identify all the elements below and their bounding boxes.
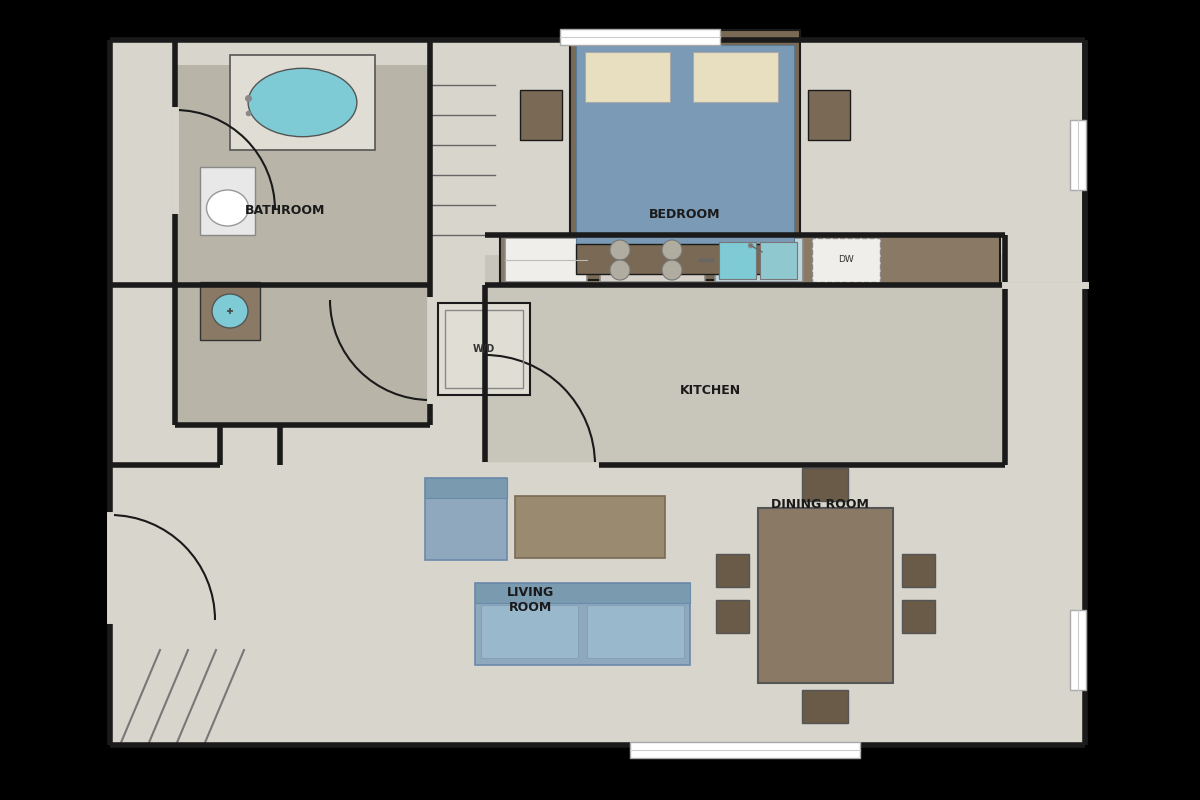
Bar bbox=[630, 742, 860, 758]
Circle shape bbox=[610, 260, 630, 280]
Text: DINING ROOM: DINING ROOM bbox=[772, 498, 869, 511]
Bar bbox=[901, 600, 935, 633]
Bar bbox=[812, 238, 880, 282]
Bar bbox=[475, 583, 690, 665]
Bar bbox=[475, 583, 690, 603]
Bar bbox=[481, 605, 578, 658]
Text: LIVING
ROOM: LIVING ROOM bbox=[506, 586, 553, 614]
Bar bbox=[485, 255, 1006, 465]
Bar bbox=[500, 235, 1000, 285]
Bar bbox=[425, 478, 508, 560]
Bar bbox=[808, 90, 850, 140]
Text: BEDROOM: BEDROOM bbox=[649, 209, 721, 222]
Ellipse shape bbox=[206, 190, 248, 226]
Bar bbox=[586, 52, 670, 102]
Circle shape bbox=[610, 240, 630, 260]
Bar bbox=[425, 478, 508, 498]
Bar bbox=[715, 554, 749, 587]
Bar bbox=[445, 310, 523, 388]
Bar bbox=[505, 238, 587, 282]
Bar bbox=[1070, 610, 1086, 690]
Bar bbox=[694, 52, 778, 102]
Bar bbox=[200, 282, 260, 340]
Bar bbox=[901, 554, 935, 587]
Bar bbox=[570, 30, 800, 280]
Bar bbox=[560, 29, 720, 45]
Text: KITCHEN: KITCHEN bbox=[679, 383, 740, 397]
Bar bbox=[600, 238, 706, 282]
Bar bbox=[802, 467, 848, 501]
Text: W/D: W/D bbox=[473, 344, 496, 354]
Bar bbox=[757, 507, 893, 682]
Bar bbox=[200, 167, 256, 235]
Bar bbox=[520, 90, 562, 140]
Text: BATHROOM: BATHROOM bbox=[245, 203, 325, 217]
Circle shape bbox=[662, 240, 682, 260]
Ellipse shape bbox=[212, 294, 248, 328]
Bar bbox=[719, 242, 756, 279]
Bar bbox=[576, 45, 794, 245]
Bar bbox=[715, 238, 803, 282]
Bar bbox=[760, 242, 797, 279]
Bar bbox=[576, 244, 794, 274]
Bar bbox=[515, 496, 665, 558]
Bar bbox=[230, 55, 374, 150]
Bar bbox=[175, 65, 430, 425]
Circle shape bbox=[662, 260, 682, 280]
Text: DW: DW bbox=[838, 255, 854, 265]
Bar bbox=[1070, 120, 1086, 190]
Bar bbox=[587, 605, 684, 658]
Ellipse shape bbox=[248, 68, 356, 137]
Bar bbox=[802, 690, 848, 722]
Bar bbox=[110, 40, 1085, 745]
Bar bbox=[715, 600, 749, 633]
Bar bbox=[438, 303, 530, 395]
